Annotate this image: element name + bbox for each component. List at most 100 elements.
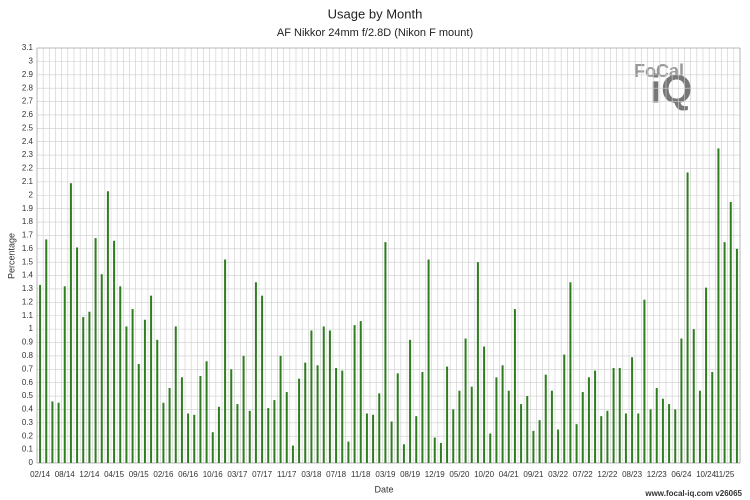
bar — [581, 392, 584, 463]
x-tick-label: 08/23 — [622, 470, 643, 479]
bar — [624, 413, 627, 463]
bar — [427, 259, 430, 463]
x-tick-label: 02/16 — [153, 470, 174, 479]
y-tick-label: 0.7 — [22, 364, 34, 373]
bar — [106, 191, 109, 463]
x-axis-label: Date — [374, 484, 393, 494]
bar — [193, 414, 196, 463]
bar — [661, 398, 664, 463]
bar — [273, 400, 276, 463]
bar — [655, 388, 658, 463]
bar — [304, 362, 307, 463]
y-tick-label: 2.7 — [22, 97, 34, 106]
bar — [538, 420, 541, 463]
x-tick-label: 08/14 — [55, 470, 76, 479]
bar — [575, 424, 578, 463]
bar — [180, 377, 183, 463]
y-tick-label: 2.9 — [22, 70, 34, 79]
bar — [378, 393, 381, 463]
bar — [489, 433, 492, 463]
bar — [168, 388, 171, 463]
bar — [45, 239, 48, 463]
bar — [88, 311, 91, 463]
x-tick-label: 09/21 — [523, 470, 544, 479]
bar — [600, 416, 603, 463]
bar — [51, 401, 54, 463]
bar — [643, 299, 646, 463]
x-tick-label: 03/22 — [548, 470, 569, 479]
x-tick-label: 04/21 — [499, 470, 520, 479]
bar — [310, 330, 313, 463]
bar — [205, 361, 208, 463]
x-tick-label: 12/14 — [79, 470, 100, 479]
y-tick-label: 1.5 — [22, 257, 34, 266]
y-tick-label: 2.2 — [22, 164, 34, 173]
y-tick-label: 2.6 — [22, 110, 34, 119]
y-tick-label: 2.4 — [22, 137, 34, 146]
bar — [267, 408, 270, 463]
bar — [409, 339, 412, 463]
y-tick-label: 3.1 — [22, 43, 34, 52]
bar — [347, 441, 350, 463]
bar — [483, 346, 486, 463]
x-tick-label: 07/17 — [252, 470, 273, 479]
bar — [513, 309, 516, 463]
bar — [495, 377, 498, 463]
bar — [63, 286, 66, 463]
x-tick-label: 04/15 — [104, 470, 125, 479]
bar — [119, 286, 122, 463]
y-tick-label: 2.8 — [22, 83, 34, 92]
bar — [501, 365, 504, 463]
bar — [162, 402, 165, 463]
bar — [550, 390, 553, 463]
bar — [298, 378, 301, 463]
bar — [532, 430, 535, 463]
bar — [686, 172, 689, 463]
y-tick-label: 1.7 — [22, 231, 34, 240]
y-tick-label: 0.1 — [22, 445, 34, 454]
logo-focal: FoCal — [634, 61, 684, 81]
chart-subtitle: AF Nikkor 24mm f/2.8D (Nikon F mount) — [277, 27, 473, 39]
x-tick-label: 12/19 — [425, 470, 446, 479]
bar — [698, 390, 701, 463]
bar — [612, 367, 615, 463]
x-tick-label: 11/25 — [715, 470, 735, 479]
bar — [100, 274, 103, 463]
bar — [446, 366, 449, 463]
bar — [470, 386, 473, 463]
bar — [285, 392, 288, 463]
bar — [217, 406, 220, 463]
bar — [353, 325, 356, 463]
y-tick-label: 1.6 — [22, 244, 34, 253]
logo-iq: iQ — [650, 68, 692, 112]
x-tick-label: 06/16 — [178, 470, 199, 479]
bar — [723, 242, 726, 463]
bar — [236, 404, 239, 463]
footer: www.focal-iq.com v26065 — [644, 489, 742, 498]
bar — [433, 437, 436, 463]
x-tick-label: 11/17 — [277, 470, 297, 479]
bar — [729, 201, 732, 464]
bar — [131, 309, 134, 463]
bar — [113, 240, 116, 463]
x-tick-label: 07/18 — [326, 470, 347, 479]
bar — [125, 326, 128, 463]
y-tick-label: 2.1 — [22, 177, 34, 186]
bar — [384, 242, 387, 463]
bar — [649, 409, 652, 463]
y-tick-label: 2.3 — [22, 150, 34, 159]
x-tick-label: 05/20 — [449, 470, 470, 479]
x-tick-label: 11/18 — [351, 470, 371, 479]
x-tick-label: 07/22 — [573, 470, 594, 479]
plot-border — [36, 47, 741, 464]
x-tick-label: 09/15 — [129, 470, 150, 479]
y-tick-label: 1 — [29, 324, 34, 333]
bar — [692, 329, 695, 463]
bar — [150, 295, 153, 463]
bar — [587, 377, 590, 463]
x-tick-label: 03/17 — [227, 470, 248, 479]
bar — [390, 421, 393, 463]
bar — [359, 321, 362, 463]
y-tick-label: 0.9 — [22, 338, 34, 347]
